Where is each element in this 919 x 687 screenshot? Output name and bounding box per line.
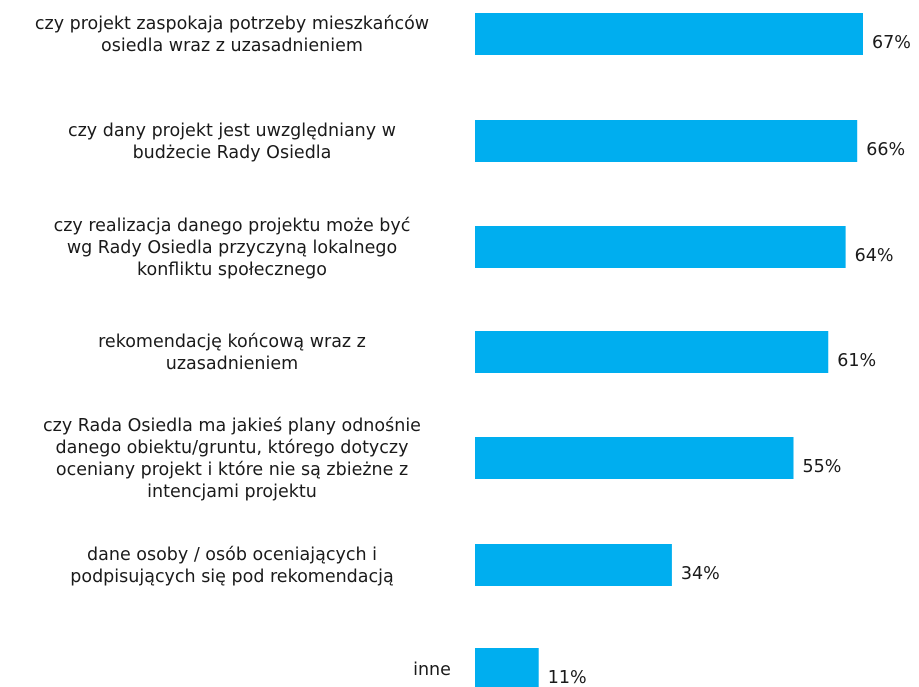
value-label-7: 11% [548, 668, 587, 687]
category-label-line: wg Rady Osiedla przyczyną lokalnego [67, 238, 397, 258]
category-label-line: uzasadnieniem [166, 354, 298, 374]
bar-5 [475, 437, 794, 479]
category-label-1: czy projekt zaspokaja potrzeby mieszkańc… [35, 14, 429, 56]
category-label-line: intencjami projektu [147, 482, 317, 502]
category-label-5: czy Rada Osiedla ma jakieś plany odnośni… [43, 416, 421, 502]
value-label-3: 64% [855, 246, 894, 266]
category-label-line: rekomendację końcową wraz z [98, 332, 366, 352]
value-label-1: 67% [872, 33, 911, 53]
category-label-line: osiedla wraz z uzasadnieniem [101, 36, 363, 56]
category-label-line: dane osoby / osób oceniających i [87, 545, 377, 565]
category-label-2: czy dany projekt jest uwzględniany w budż… [68, 121, 396, 163]
category-label-6: dane osoby / osób oceniających i podpisuj… [70, 545, 393, 587]
value-label-5: 55% [803, 457, 842, 477]
bar-7 [475, 648, 539, 687]
category-label-line: konfliktu społecznego [137, 260, 327, 280]
bar-3 [475, 226, 846, 268]
value-label-4: 61% [837, 351, 876, 371]
category-label-4: rekomendację końcową wraz z uzasadnieniem [98, 332, 366, 374]
category-label-line: inne [413, 660, 451, 680]
category-label-line: czy dany projekt jest uwzględniany w [68, 121, 396, 141]
category-label-7: inne [413, 660, 451, 680]
bar-4 [475, 331, 829, 373]
value-label-2: 66% [866, 140, 905, 160]
category-label-line: oceniany projekt i które nie są zbieżne … [56, 460, 408, 480]
category-label-line: danego obiektu/gruntu, którego dotyczy [56, 438, 409, 458]
bar-6 [475, 544, 672, 586]
category-label-3: czy realizacja danego projektu może być w… [54, 216, 411, 280]
category-label-line: czy Rada Osiedla ma jakieś plany odnośni… [43, 416, 421, 436]
category-label-line: czy realizacja danego projektu może być [54, 216, 411, 236]
category-label-line: podpisujących się pod rekomendacją [70, 567, 393, 587]
value-label-6: 34% [681, 564, 720, 584]
bar-2 [475, 120, 858, 162]
bar-1 [475, 13, 863, 55]
category-label-line: czy projekt zaspokaja potrzeby mieszkańc… [35, 14, 429, 34]
category-label-line: budżecie Rady Osiedla [133, 143, 332, 163]
